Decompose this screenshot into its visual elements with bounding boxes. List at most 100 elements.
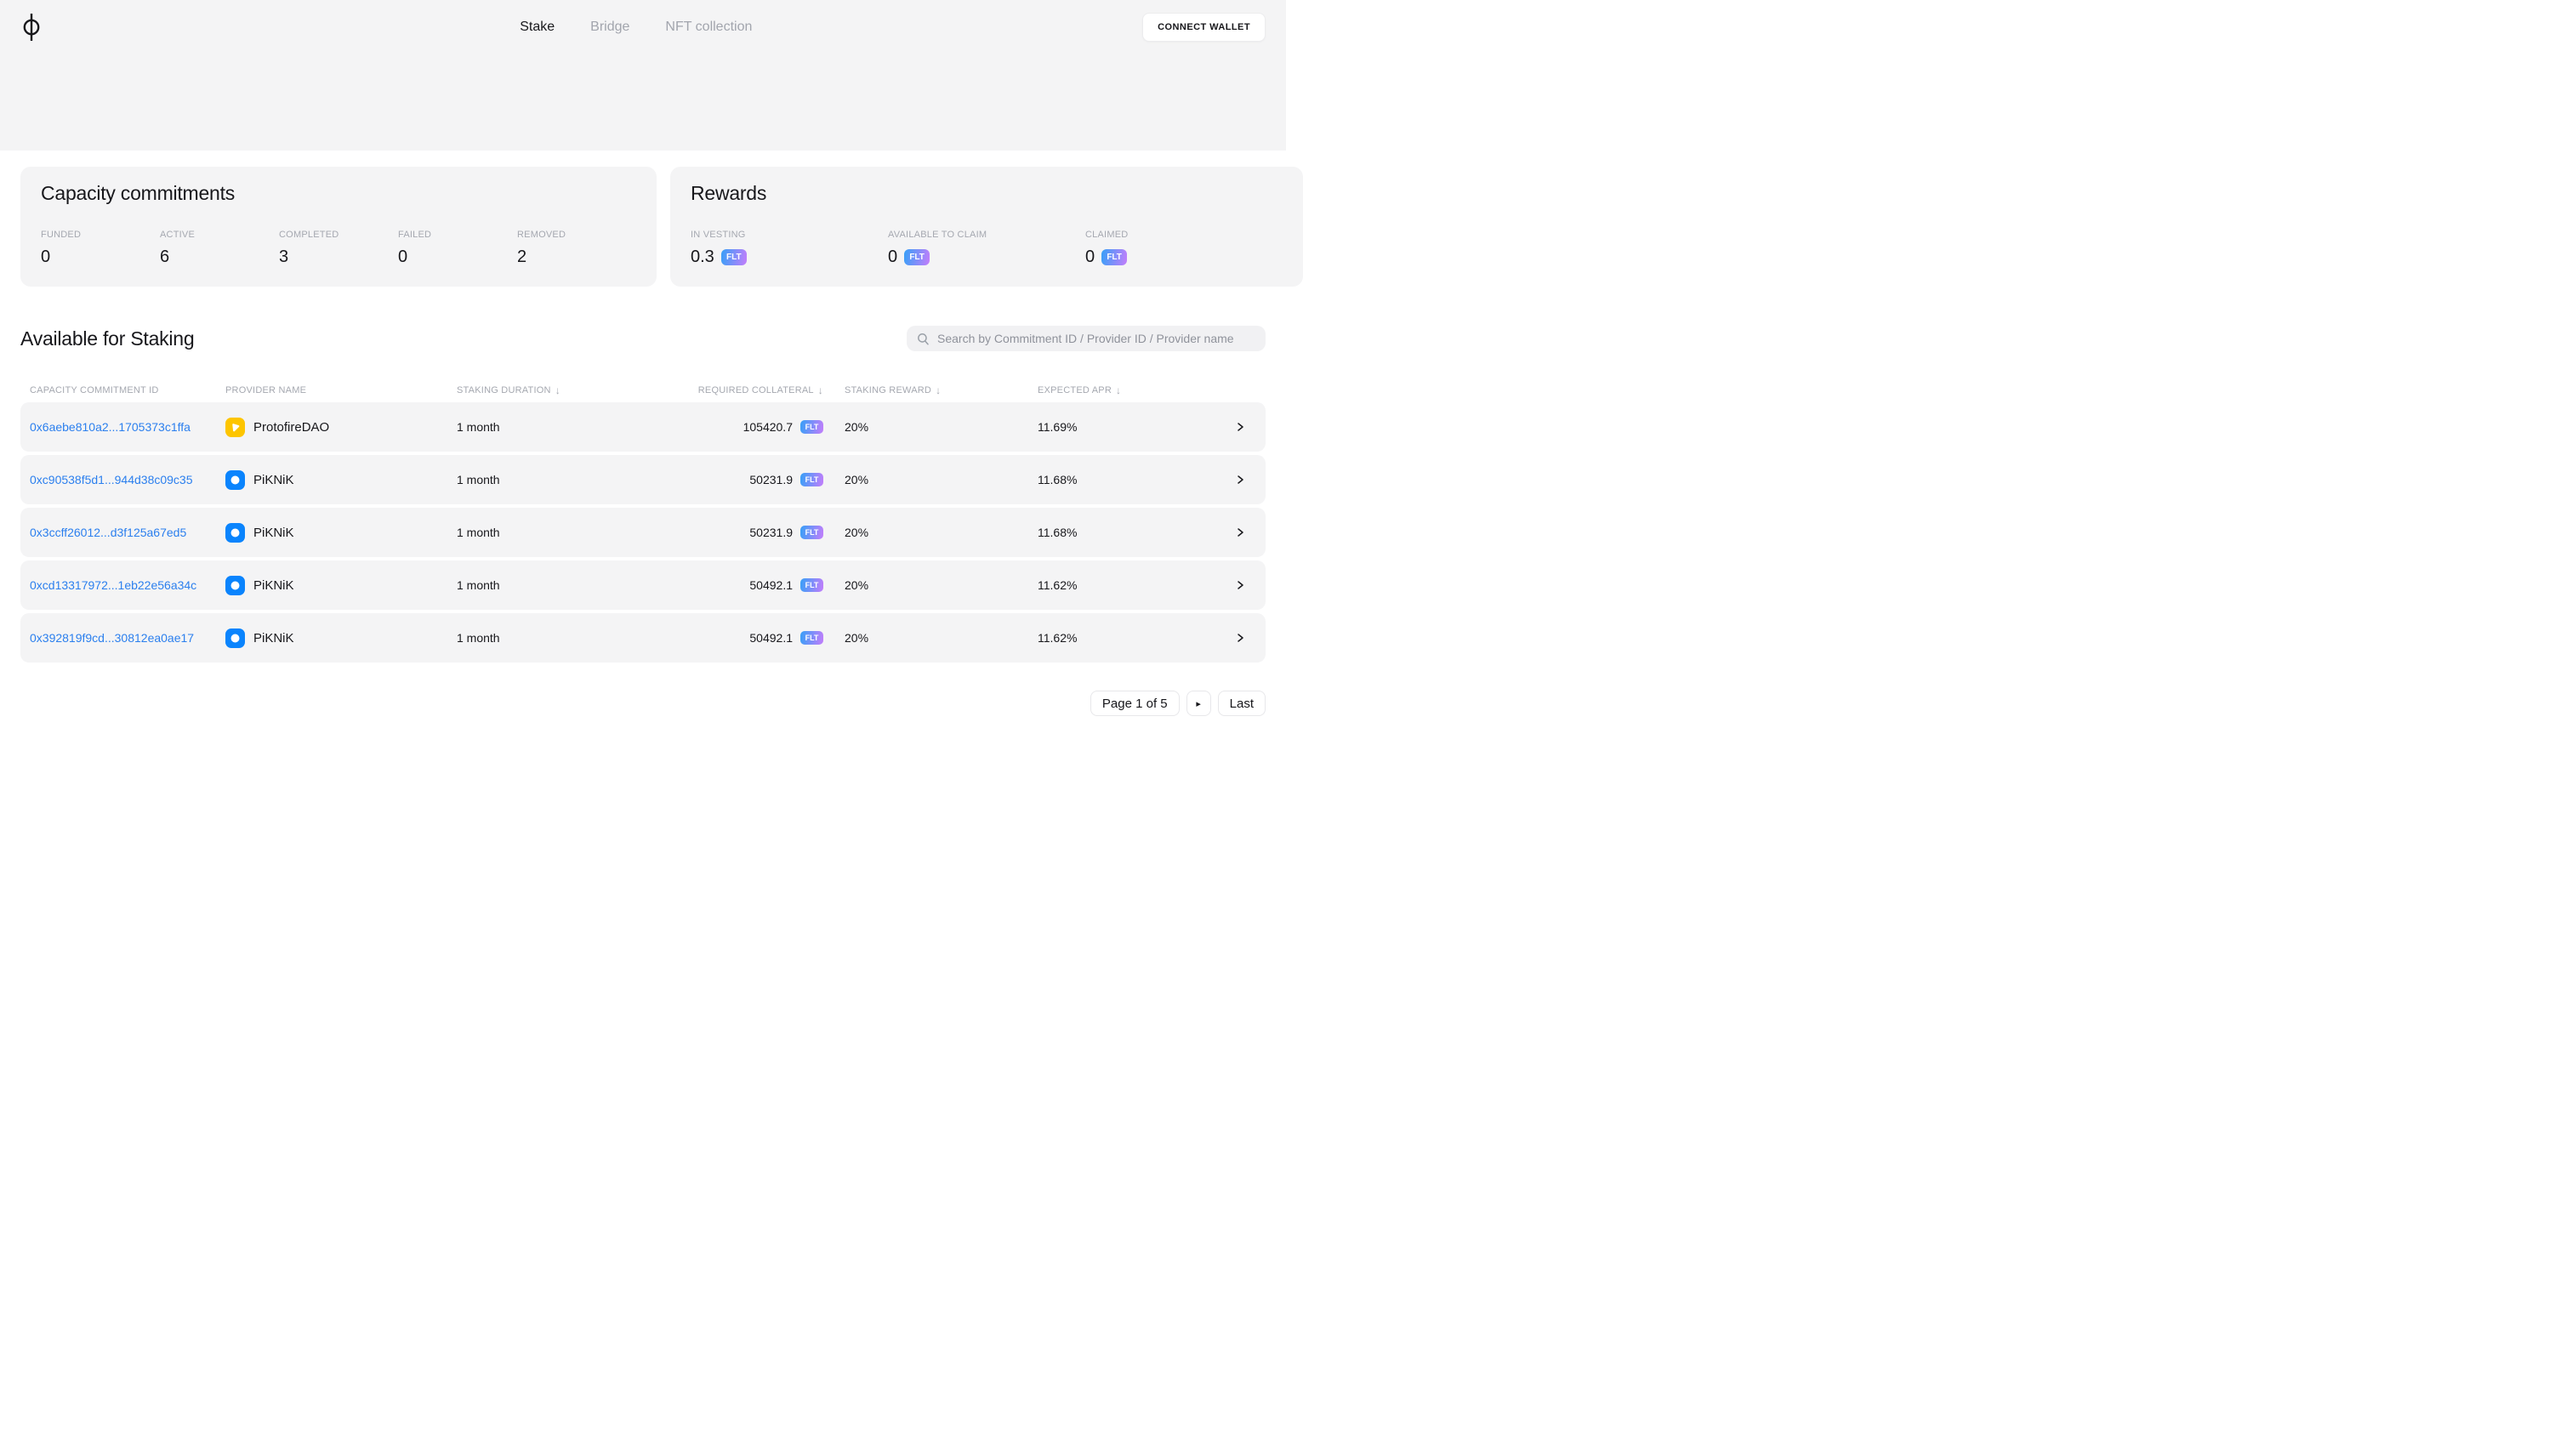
chevron-right-icon[interactable]: [1234, 474, 1246, 486]
pagination: Page 1 of 5 ▸ Last: [20, 691, 1266, 716]
provider-name: PiKNiK: [253, 630, 294, 646]
summary-cards: Capacity commitments FUNDED 0 ACTIVE 6 C…: [20, 167, 1303, 287]
capacity-commitments-card: Capacity commitments FUNDED 0 ACTIVE 6 C…: [20, 167, 657, 287]
required-collateral: 50492.1 FLT: [611, 578, 823, 592]
flt-token-badge: FLT: [800, 578, 823, 592]
rewards-stats: IN VESTING 0.3 FLT AVAILABLE TO CLAIM 0 …: [691, 230, 1283, 267]
rewards-card: Rewards IN VESTING 0.3 FLT AVAILABLE TO …: [670, 167, 1303, 287]
staking-reward: 20%: [845, 631, 869, 645]
provider-name: ProtofireDAO: [253, 419, 330, 435]
commitment-id-link: 0xcd13317972...1eb22e56a34c: [30, 578, 197, 592]
staking-duration: 1 month: [457, 473, 500, 486]
table-row[interactable]: 0xc90538f5d1...944d38c09c35 PiKNiK 1 mon…: [20, 455, 1266, 504]
staking-duration: 1 month: [457, 420, 500, 434]
flt-token-badge: FLT: [904, 249, 930, 265]
provider-name: PiKNiK: [253, 472, 294, 487]
piknik-avatar-icon: [225, 522, 245, 543]
hero-section: Stake Bridge NFT collection CONNECT WALL…: [0, 0, 1286, 151]
next-page-icon: ▸: [1196, 698, 1201, 709]
table-row[interactable]: 0xcd13317972...1eb22e56a34c PiKNiK 1 mon…: [20, 560, 1266, 610]
required-collateral: 50492.1 FLT: [611, 631, 823, 645]
chevron-right-icon[interactable]: [1234, 632, 1246, 644]
col-capacity-commitment-id: CAPACITY COMMITMENT ID: [30, 385, 159, 395]
stat-in-vesting: IN VESTING 0.3 FLT: [691, 230, 747, 266]
col-staking-reward[interactable]: STAKING REWARD ↓: [845, 384, 942, 396]
table-row[interactable]: 0x3ccff26012...d3f125a67ed5 PiKNiK 1 mon…: [20, 508, 1266, 557]
search-box: [907, 326, 1266, 351]
stat-active: ACTIVE 6: [160, 230, 196, 266]
flt-token-badge: FLT: [800, 420, 823, 434]
staking-duration: 1 month: [457, 526, 500, 539]
provider-cell: ProtofireDAO: [225, 417, 457, 437]
table-row[interactable]: 0x6aebe810a2...1705373c1ffa ProtofireDAO…: [20, 402, 1266, 452]
chevron-right-icon[interactable]: [1234, 421, 1246, 433]
col-required-collateral[interactable]: REQUIRED COLLATERAL ↓: [697, 384, 823, 396]
staking-reward: 20%: [845, 473, 869, 486]
provider-name: PiKNiK: [253, 577, 294, 593]
expected-apr: 11.62%: [1038, 578, 1078, 592]
chevron-right-icon[interactable]: [1234, 579, 1246, 591]
expected-apr: 11.62%: [1038, 631, 1078, 645]
chevron-right-icon[interactable]: [1234, 526, 1246, 538]
search-icon: [918, 333, 929, 345]
rewards-title: Rewards: [691, 182, 767, 204]
available-for-staking-title: Available for Staking: [20, 327, 195, 350]
nav-tabs: Stake Bridge NFT collection: [520, 20, 752, 35]
page-indicator-button[interactable]: Page 1 of 5: [1090, 691, 1180, 716]
provider-cell: PiKNiK: [225, 469, 457, 490]
stat-removed: REMOVED 2: [517, 230, 566, 266]
sort-icon[interactable]: ↓: [555, 384, 560, 396]
last-page-button[interactable]: Last: [1217, 691, 1266, 716]
phi-logo-icon[interactable]: [20, 13, 43, 42]
sort-icon[interactable]: ↓: [817, 384, 823, 396]
connect-wallet-button[interactable]: CONNECT WALLET: [1142, 13, 1266, 42]
capacity-commitments-title: Capacity commitments: [41, 182, 236, 204]
piknik-avatar-icon: [225, 628, 245, 648]
stat-available-to-claim: AVAILABLE TO CLAIM 0 FLT: [888, 230, 987, 266]
stat-funded: FUNDED 0: [41, 230, 82, 266]
capacity-stats: FUNDED 0 ACTIVE 6 COMPLETED 3 FAILED 0 R…: [41, 230, 636, 267]
provider-cell: PiKNiK: [225, 575, 457, 595]
commitment-id-link: 0x6aebe810a2...1705373c1ffa: [30, 420, 191, 434]
expected-apr: 11.69%: [1038, 420, 1078, 434]
flt-token-badge: FLT: [800, 473, 823, 486]
flt-token-badge: FLT: [800, 526, 823, 539]
col-staking-duration[interactable]: STAKING DURATION ↓: [457, 384, 560, 396]
col-expected-apr[interactable]: EXPECTED APR ↓: [1038, 384, 1122, 396]
staking-reward: 20%: [845, 578, 869, 592]
required-collateral: 50231.9 FLT: [611, 526, 823, 539]
available-for-staking-section: Available for Staking CAPACITY COMMITMEN…: [20, 326, 1266, 716]
staking-reward: 20%: [845, 420, 869, 434]
provider-name: PiKNiK: [253, 525, 294, 540]
expected-apr: 11.68%: [1038, 526, 1078, 539]
sort-icon[interactable]: ↓: [936, 384, 942, 396]
col-provider-name: PROVIDER NAME: [225, 385, 307, 395]
commitment-id-link: 0x3ccff26012...d3f125a67ed5: [30, 526, 187, 539]
provider-cell: PiKNiK: [225, 628, 457, 648]
sort-icon[interactable]: ↓: [1116, 384, 1122, 396]
tab-nft-collection[interactable]: NFT collection: [665, 20, 753, 34]
expected-apr: 11.68%: [1038, 473, 1078, 486]
stat-failed: FAILED 0: [398, 230, 432, 266]
tab-bridge[interactable]: Bridge: [590, 20, 630, 34]
table-row[interactable]: 0x392819f9cd...30812ea0ae17 PiKNiK 1 mon…: [20, 613, 1266, 663]
provider-cell: PiKNiK: [225, 522, 457, 543]
piknik-avatar-icon: [225, 469, 245, 490]
staking-duration: 1 month: [457, 578, 500, 592]
required-collateral: 50231.9 FLT: [611, 473, 823, 486]
search-input[interactable]: [937, 332, 1255, 345]
table-header: CAPACITY COMMITMENT ID PROVIDER NAME STA…: [20, 382, 1266, 399]
top-navigation: Stake Bridge NFT collection CONNECT WALL…: [0, 0, 1286, 54]
stat-claimed: CLAIMED 0 FLT: [1085, 230, 1129, 266]
required-collateral: 105420.7 FLT: [611, 420, 823, 434]
next-page-button[interactable]: ▸: [1186, 691, 1211, 716]
flt-token-badge: FLT: [800, 631, 823, 645]
commitment-id-link: 0xc90538f5d1...944d38c09c35: [30, 473, 193, 486]
staking-duration: 1 month: [457, 631, 500, 645]
flt-token-badge: FLT: [720, 249, 747, 265]
stat-completed: COMPLETED 3: [279, 230, 339, 266]
commitment-id-link: 0x392819f9cd...30812ea0ae17: [30, 631, 195, 645]
flt-token-badge: FLT: [1101, 249, 1128, 265]
tab-stake[interactable]: Stake: [520, 20, 555, 34]
staking-reward: 20%: [845, 526, 869, 539]
